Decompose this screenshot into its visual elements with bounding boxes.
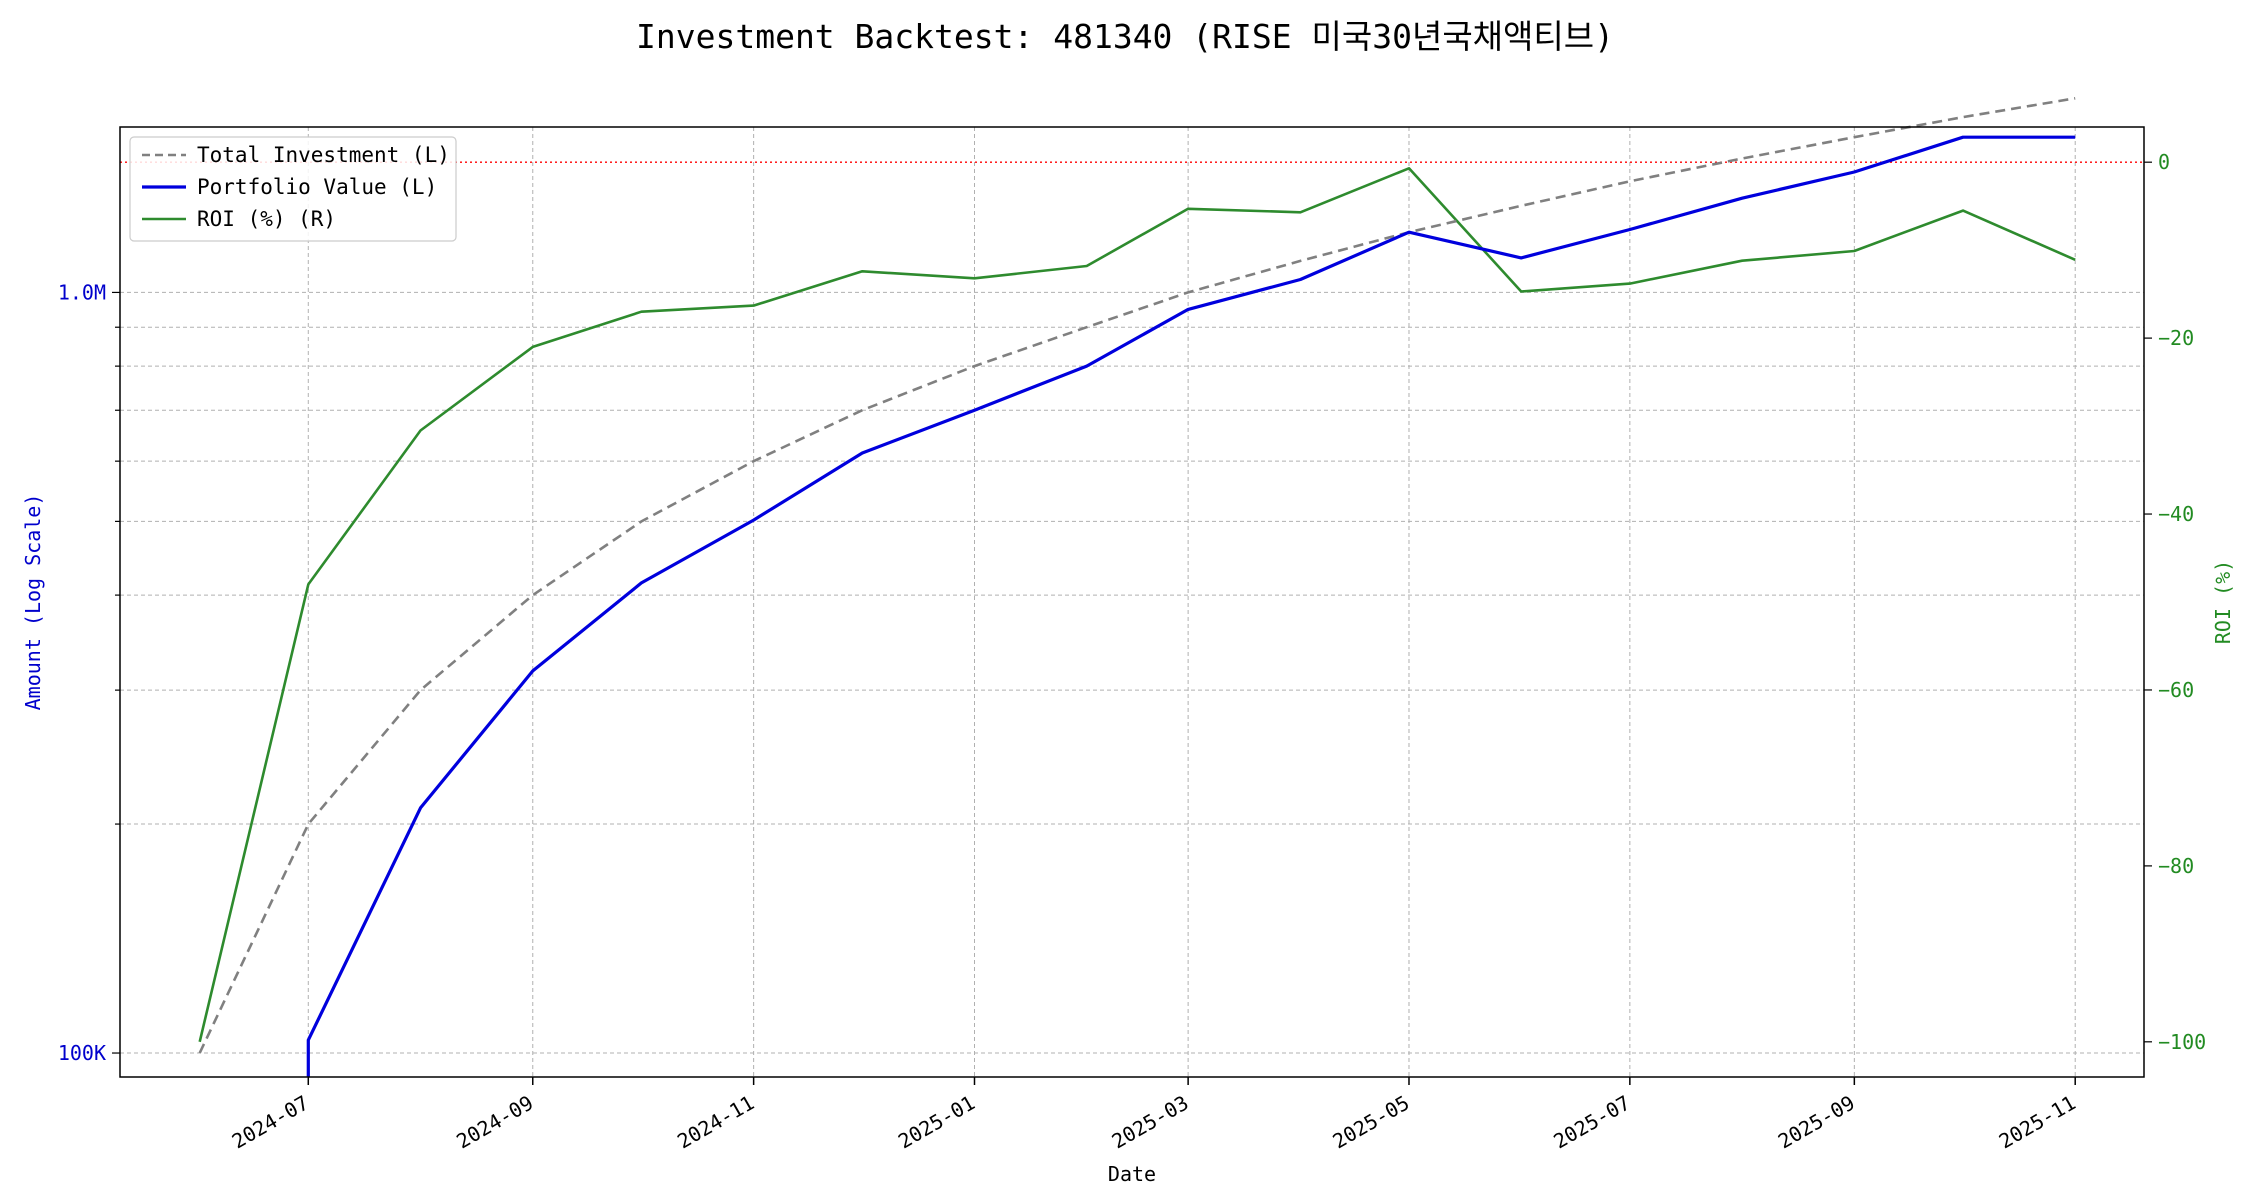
right-tick-label: −20 (2158, 326, 2194, 350)
right-tick-label: −100 (2158, 1030, 2206, 1054)
series-line-roi (198, 167, 2076, 1043)
legend-label: Total Investment (L) (197, 143, 450, 167)
right-y-axis-label: ROI (%) (2211, 560, 2235, 644)
legend-box (129, 136, 457, 242)
chart-title: Investment Backtest: 481340 (RISE 미국30년국… (636, 17, 1614, 56)
left-y-axis-label: Amount (Log Scale) (21, 494, 45, 711)
right-tick-label: −80 (2158, 854, 2194, 878)
right-tick-label: 0 (2158, 150, 2170, 174)
series-line-total-investment (198, 97, 2076, 1054)
grid (120, 127, 2144, 1077)
right-tick-label: −60 (2158, 678, 2194, 702)
left-y-axis: 100K 1.0M (58, 280, 120, 1065)
legend-label: Portfolio Value (L) (197, 175, 437, 199)
x-axis-label: Date (1108, 1162, 1156, 1186)
legend: Total Investment (L) Portfolio Value (L) R… (129, 136, 457, 242)
series-line-portfolio-value (306, 135, 2076, 1077)
left-tick-label: 100K (58, 1041, 106, 1065)
right-y-axis: 0 −20 −40 −60 −80 −100 (2144, 150, 2206, 1054)
left-tick-label: 1.0M (58, 280, 106, 304)
right-tick-label: −40 (2158, 502, 2194, 526)
series-layer (198, 97, 2076, 1077)
legend-label: ROI (%) (R) (197, 207, 336, 231)
plot-frame (119, 126, 2145, 1078)
